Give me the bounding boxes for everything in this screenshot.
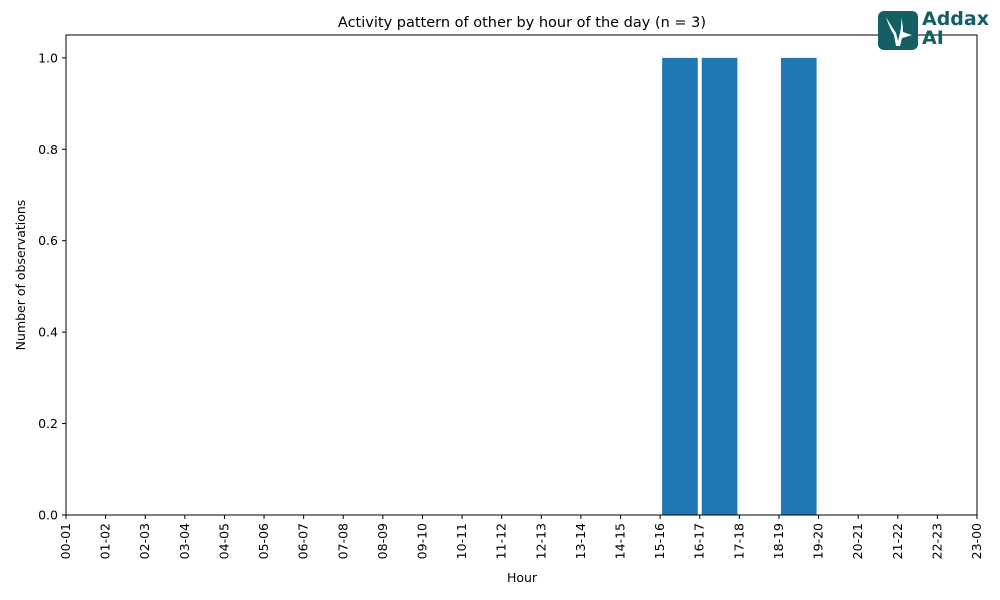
- x-tick-label: 17-18: [731, 523, 746, 559]
- x-tick-label: 16-17: [692, 523, 707, 559]
- y-tick-label: 0.2: [38, 416, 58, 431]
- x-tick-label: 05-06: [256, 523, 271, 559]
- x-axis: 00-01 01-02 02-03 03-04 04-05 05-06 06-07 07-08…: [58, 515, 984, 559]
- x-tick-label: 14-15: [613, 523, 628, 559]
- y-tick-label: 0.0: [38, 508, 58, 523]
- x-tick-label: 12-13: [533, 523, 548, 559]
- antelope-icon: [878, 11, 918, 50]
- x-tick-label: 15-16: [652, 523, 667, 559]
- y-tick-label: 1.0: [38, 50, 58, 65]
- y-tick-label: 0.4: [38, 325, 58, 340]
- x-tick-label: 19-20: [811, 523, 826, 559]
- x-tick-label: 04-05: [216, 523, 231, 559]
- x-axis-label: Hour: [507, 570, 538, 585]
- x-tick-label: 21-22: [890, 523, 905, 559]
- y-axis: 0.0 0.2 0.4 0.6 0.8 1.0: [38, 50, 66, 523]
- plot-frame: [65, 34, 978, 516]
- x-tick-label: 03-04: [177, 523, 192, 559]
- x-tick-label: 09-10: [414, 523, 429, 559]
- bar-15-16: [662, 57, 698, 515]
- x-tick-label: 18-19: [771, 523, 786, 559]
- bars-group: [662, 57, 817, 515]
- x-tick-label: 06-07: [296, 523, 311, 559]
- x-tick-label: 00-01: [58, 523, 73, 559]
- logo-text: Addax AI: [922, 8, 989, 49]
- addax-ai-logo: Addax AI: [878, 10, 993, 52]
- bar-18-19: [780, 57, 817, 515]
- chart-title: Activity pattern of other by hour of the…: [338, 15, 706, 31]
- bar-16-17: [701, 57, 738, 515]
- x-tick-label: 07-08: [335, 523, 350, 559]
- x-tick-label: 08-09: [375, 523, 390, 559]
- x-tick-label: 20-21: [850, 523, 865, 559]
- x-tick-label: 11-12: [494, 523, 509, 559]
- x-tick-label: 01-02: [98, 523, 113, 559]
- x-tick-label: 10-11: [454, 523, 469, 559]
- y-tick-label: 0.6: [38, 233, 58, 248]
- y-tick-label: 0.8: [38, 142, 58, 157]
- x-tick-label: 13-14: [573, 523, 588, 559]
- x-tick-label: 23-00: [969, 523, 984, 559]
- x-tick-label: 22-23: [929, 523, 944, 559]
- y-axis-label: Number of observations: [13, 200, 28, 351]
- x-tick-label: 02-03: [137, 523, 152, 559]
